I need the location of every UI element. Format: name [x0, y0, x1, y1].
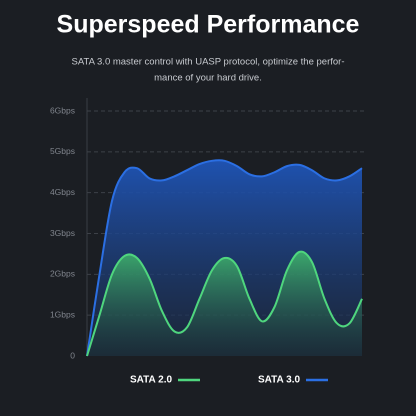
y-tick-label: 3Gbps: [50, 228, 75, 238]
line: [86, 250, 363, 357]
y-tick-label: 2Gbps: [50, 269, 75, 279]
subtitle: SATA 3.0 master control with UASP protoc…: [72, 57, 345, 68]
subtitle: mance of your hard drive.: [154, 73, 262, 84]
y-tick-label: 0: [70, 350, 75, 360]
y-tick-label: 4Gbps: [50, 187, 75, 197]
legend-label: SATA 2.0: [130, 375, 172, 386]
line: [86, 159, 363, 357]
y-tick-label: 1Gbps: [50, 309, 75, 319]
y-tick-label: 5Gbps: [50, 146, 75, 156]
y-tick-label: 6Gbps: [50, 105, 75, 115]
legend-label: SATA 3.0: [258, 375, 300, 386]
chart-title: Superspeed Performance: [57, 11, 360, 39]
area: [87, 251, 362, 356]
